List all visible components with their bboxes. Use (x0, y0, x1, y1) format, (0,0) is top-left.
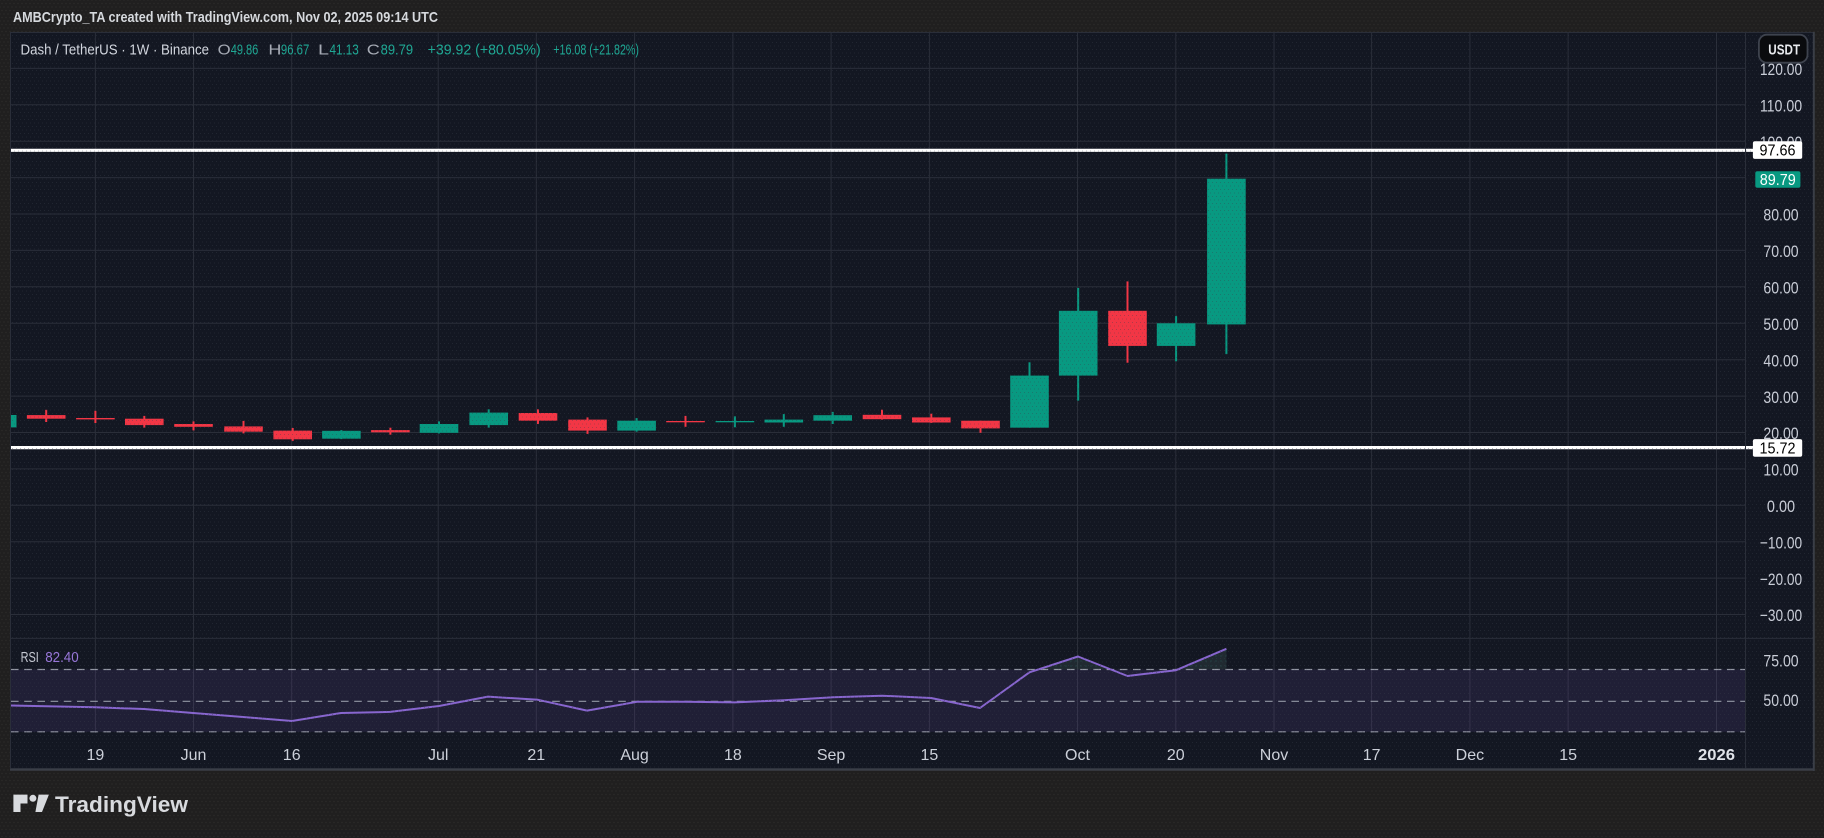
svg-text:15: 15 (1559, 747, 1577, 764)
svg-text:96.67: 96.67 (281, 42, 309, 59)
svg-text:−30.00: −30.00 (1760, 606, 1802, 625)
svg-text:RSI: RSI (21, 649, 39, 666)
svg-text:Sep: Sep (817, 747, 846, 764)
svg-text:Jun: Jun (181, 747, 207, 764)
svg-text:10.00: 10.00 (1763, 461, 1798, 480)
svg-text:97.66: 97.66 (1760, 143, 1796, 160)
svg-text:+16.08 (+21.82%): +16.08 (+21.82%) (553, 42, 639, 59)
svg-text:16: 16 (283, 747, 301, 764)
svg-text:41.13: 41.13 (330, 42, 359, 59)
svg-text:−10.00: −10.00 (1760, 533, 1802, 552)
svg-text:2026: 2026 (1698, 747, 1735, 764)
svg-text:Oct: Oct (1065, 747, 1090, 764)
svg-text:89.79: 89.79 (1760, 172, 1796, 189)
svg-text:15: 15 (921, 747, 939, 764)
svg-text:21: 21 (527, 747, 545, 764)
svg-text:−20.00: −20.00 (1760, 570, 1802, 589)
svg-text:20: 20 (1167, 747, 1185, 764)
svg-text:TradingView: TradingView (55, 792, 188, 817)
svg-text:40.00: 40.00 (1763, 351, 1798, 370)
svg-text:19: 19 (87, 747, 105, 764)
svg-text:60.00: 60.00 (1763, 279, 1798, 298)
svg-text:75.00: 75.00 (1763, 652, 1798, 671)
svg-text:L: L (318, 42, 329, 59)
svg-text:Nov: Nov (1260, 747, 1288, 764)
svg-text:30.00: 30.00 (1763, 388, 1798, 407)
svg-text:15.72: 15.72 (1760, 440, 1796, 457)
svg-text:89.79: 89.79 (381, 42, 414, 59)
svg-text:17: 17 (1363, 747, 1381, 764)
svg-text:82.40: 82.40 (45, 649, 78, 666)
svg-text:49.86: 49.86 (231, 42, 259, 59)
svg-text:50.00: 50.00 (1763, 315, 1798, 334)
svg-text:110.00: 110.00 (1760, 97, 1802, 116)
svg-text:120.00: 120.00 (1760, 60, 1802, 79)
svg-text:AMBCrypto_TA created with Trad: AMBCrypto_TA created with TradingView.co… (13, 9, 438, 26)
svg-text:USDT: USDT (1768, 41, 1800, 58)
svg-text:Dec: Dec (1456, 747, 1484, 764)
svg-text:70.00: 70.00 (1763, 242, 1798, 261)
svg-text:0.00: 0.00 (1767, 497, 1795, 516)
svg-text:50.00: 50.00 (1763, 691, 1798, 710)
svg-text:80.00: 80.00 (1763, 206, 1798, 225)
svg-text:18: 18 (724, 747, 742, 764)
svg-text:20.00: 20.00 (1763, 424, 1798, 443)
svg-text:+39.92 (+80.05%): +39.92 (+80.05%) (428, 42, 541, 59)
svg-text:H: H (268, 42, 281, 59)
svg-text:Aug: Aug (620, 747, 648, 764)
svg-text:O: O (218, 42, 231, 59)
svg-text:C: C (367, 42, 380, 59)
svg-text:Dash / TetherUS · 1W · Binance: Dash / TetherUS · 1W · Binance (21, 42, 210, 59)
svg-text:Jul: Jul (428, 747, 448, 764)
